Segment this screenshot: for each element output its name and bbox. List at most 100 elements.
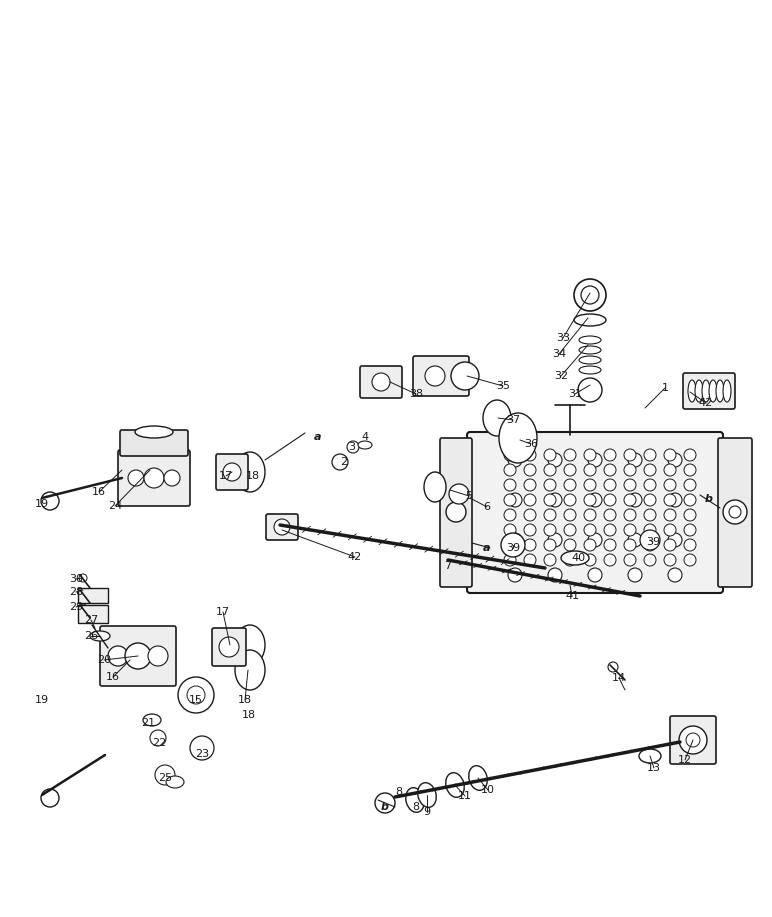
Text: 42: 42 — [348, 552, 362, 562]
Circle shape — [668, 493, 682, 507]
Ellipse shape — [723, 380, 731, 402]
Circle shape — [624, 539, 636, 551]
Text: 36: 36 — [524, 439, 538, 449]
Circle shape — [504, 539, 516, 551]
Text: 40: 40 — [571, 553, 585, 563]
Circle shape — [604, 494, 616, 506]
Text: 21: 21 — [141, 718, 155, 728]
Circle shape — [644, 554, 656, 566]
FancyBboxPatch shape — [266, 514, 298, 540]
Circle shape — [584, 539, 596, 551]
Text: 15: 15 — [189, 695, 203, 705]
Circle shape — [544, 524, 556, 536]
Text: 30: 30 — [69, 574, 83, 584]
Circle shape — [372, 373, 390, 391]
FancyBboxPatch shape — [683, 373, 735, 409]
Text: 28: 28 — [69, 587, 83, 597]
FancyBboxPatch shape — [360, 366, 402, 398]
Circle shape — [190, 736, 214, 760]
Circle shape — [624, 509, 636, 521]
Circle shape — [664, 539, 676, 551]
Circle shape — [628, 453, 642, 467]
Circle shape — [548, 453, 562, 467]
Text: 37: 37 — [506, 415, 520, 425]
Circle shape — [508, 493, 522, 507]
Circle shape — [155, 765, 175, 785]
Circle shape — [548, 533, 562, 547]
Circle shape — [524, 494, 536, 506]
Circle shape — [128, 470, 144, 486]
Circle shape — [108, 646, 128, 666]
Circle shape — [684, 539, 696, 551]
Circle shape — [584, 464, 596, 476]
Circle shape — [684, 494, 696, 506]
Text: 25: 25 — [158, 773, 172, 783]
Circle shape — [664, 509, 676, 521]
Circle shape — [524, 449, 536, 461]
Text: 18: 18 — [246, 471, 260, 481]
Text: 32: 32 — [554, 371, 568, 381]
Text: 38: 38 — [409, 389, 423, 399]
Circle shape — [449, 484, 469, 504]
Circle shape — [79, 604, 87, 612]
Ellipse shape — [499, 413, 537, 463]
Circle shape — [504, 554, 516, 566]
Circle shape — [504, 494, 516, 506]
Text: 8: 8 — [412, 802, 419, 812]
Text: 39: 39 — [506, 543, 520, 553]
Text: 8: 8 — [395, 787, 402, 797]
Circle shape — [504, 509, 516, 521]
Circle shape — [508, 453, 522, 467]
Text: 22: 22 — [152, 738, 166, 748]
Circle shape — [604, 479, 616, 491]
Circle shape — [425, 366, 445, 386]
Ellipse shape — [135, 426, 173, 438]
Circle shape — [544, 509, 556, 521]
Circle shape — [723, 500, 747, 524]
Ellipse shape — [688, 380, 696, 402]
Circle shape — [628, 493, 642, 507]
Circle shape — [624, 479, 636, 491]
FancyBboxPatch shape — [670, 716, 716, 764]
Circle shape — [644, 464, 656, 476]
Text: 42: 42 — [699, 398, 713, 408]
Text: 16: 16 — [92, 487, 106, 497]
Text: 35: 35 — [496, 381, 510, 391]
Ellipse shape — [716, 380, 724, 402]
Circle shape — [544, 494, 556, 506]
Text: 20: 20 — [97, 655, 111, 665]
Circle shape — [628, 568, 642, 582]
Text: 29: 29 — [69, 602, 83, 612]
Circle shape — [644, 449, 656, 461]
Ellipse shape — [579, 336, 601, 344]
Text: 19: 19 — [35, 695, 49, 705]
Ellipse shape — [579, 356, 601, 364]
Text: b: b — [381, 802, 389, 812]
Text: 2: 2 — [340, 457, 347, 467]
Circle shape — [664, 524, 676, 536]
Ellipse shape — [695, 380, 703, 402]
Circle shape — [644, 509, 656, 521]
Ellipse shape — [418, 783, 436, 807]
Circle shape — [588, 453, 602, 467]
Circle shape — [504, 464, 516, 476]
Circle shape — [574, 279, 606, 311]
Circle shape — [664, 494, 676, 506]
Circle shape — [604, 449, 616, 461]
Circle shape — [178, 677, 214, 713]
Circle shape — [524, 479, 536, 491]
Circle shape — [604, 464, 616, 476]
Bar — [78, 588, 108, 603]
Ellipse shape — [639, 749, 661, 763]
Circle shape — [544, 539, 556, 551]
Text: 7: 7 — [445, 561, 452, 571]
Circle shape — [148, 646, 168, 666]
Circle shape — [588, 533, 602, 547]
Circle shape — [668, 533, 682, 547]
Circle shape — [332, 454, 348, 470]
Text: 31: 31 — [568, 389, 582, 399]
Circle shape — [564, 494, 576, 506]
Text: 18: 18 — [242, 710, 256, 720]
Text: 6: 6 — [483, 502, 490, 512]
Circle shape — [624, 494, 636, 506]
